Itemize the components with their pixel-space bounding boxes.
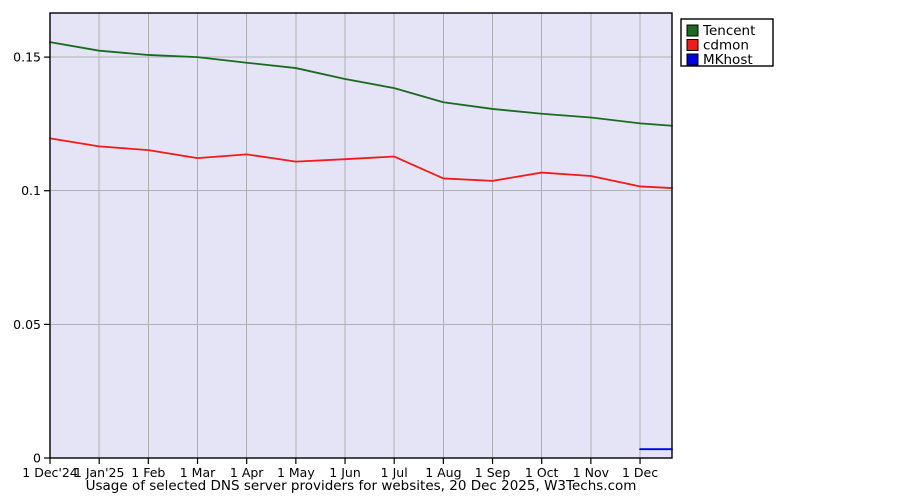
legend-label-tencent: Tencent xyxy=(702,23,755,39)
x-tick-label: 1 Feb xyxy=(131,465,165,480)
x-tick-label: 1 Dec'24 xyxy=(22,465,78,480)
legend-label-mkhost: MKhost xyxy=(703,52,753,68)
x-tick-label: 1 May xyxy=(277,465,315,480)
x-tick-label: 1 Oct xyxy=(525,465,559,480)
x-tick-label: 1 Jan'25 xyxy=(74,465,125,480)
legend-swatch-mkhost xyxy=(686,53,699,66)
y-gridlines xyxy=(50,56,672,325)
legend-swatch-cdmon xyxy=(686,39,699,51)
x-axis-ticks: 1 Dec'241 Jan'25 1 Feb 1 Mar 1 Apr 1 May 1 Ju… xyxy=(22,458,658,480)
series-line-cdmon xyxy=(49,137,673,189)
data-series-group xyxy=(49,41,673,451)
x-tick-label: 1 Jun xyxy=(329,465,360,480)
y-tick-label: 0.05 xyxy=(13,317,41,332)
legend-swatch-tencent xyxy=(686,24,699,37)
x-tick-label: 1 Sep xyxy=(475,465,511,480)
y-tick-label: 0 xyxy=(33,451,41,466)
x-tick-label: 1 Apr xyxy=(230,465,264,480)
x-tick-label: 1 Aug xyxy=(425,465,461,480)
y-tick-label: 0.15 xyxy=(13,50,41,65)
y-tick-label: 0.1 xyxy=(21,183,41,198)
legend-label-cdmon: cdmon xyxy=(703,38,749,54)
x-tick-label: 1 Jul xyxy=(381,465,408,480)
series-line-tencent xyxy=(49,41,673,127)
x-tick-label: 1 Nov xyxy=(573,465,610,480)
x-tick-label: 1 Mar xyxy=(180,465,216,480)
plot-frame xyxy=(49,12,673,459)
chart-caption: Usage of selected DNS server providers f… xyxy=(86,478,637,494)
x-tick-label: 1 Dec xyxy=(622,465,658,480)
plot-area-background xyxy=(50,13,672,458)
y-axis-ticks: 0 0.05 0.1 0.15 xyxy=(13,50,50,466)
x-gridlines xyxy=(98,13,641,458)
